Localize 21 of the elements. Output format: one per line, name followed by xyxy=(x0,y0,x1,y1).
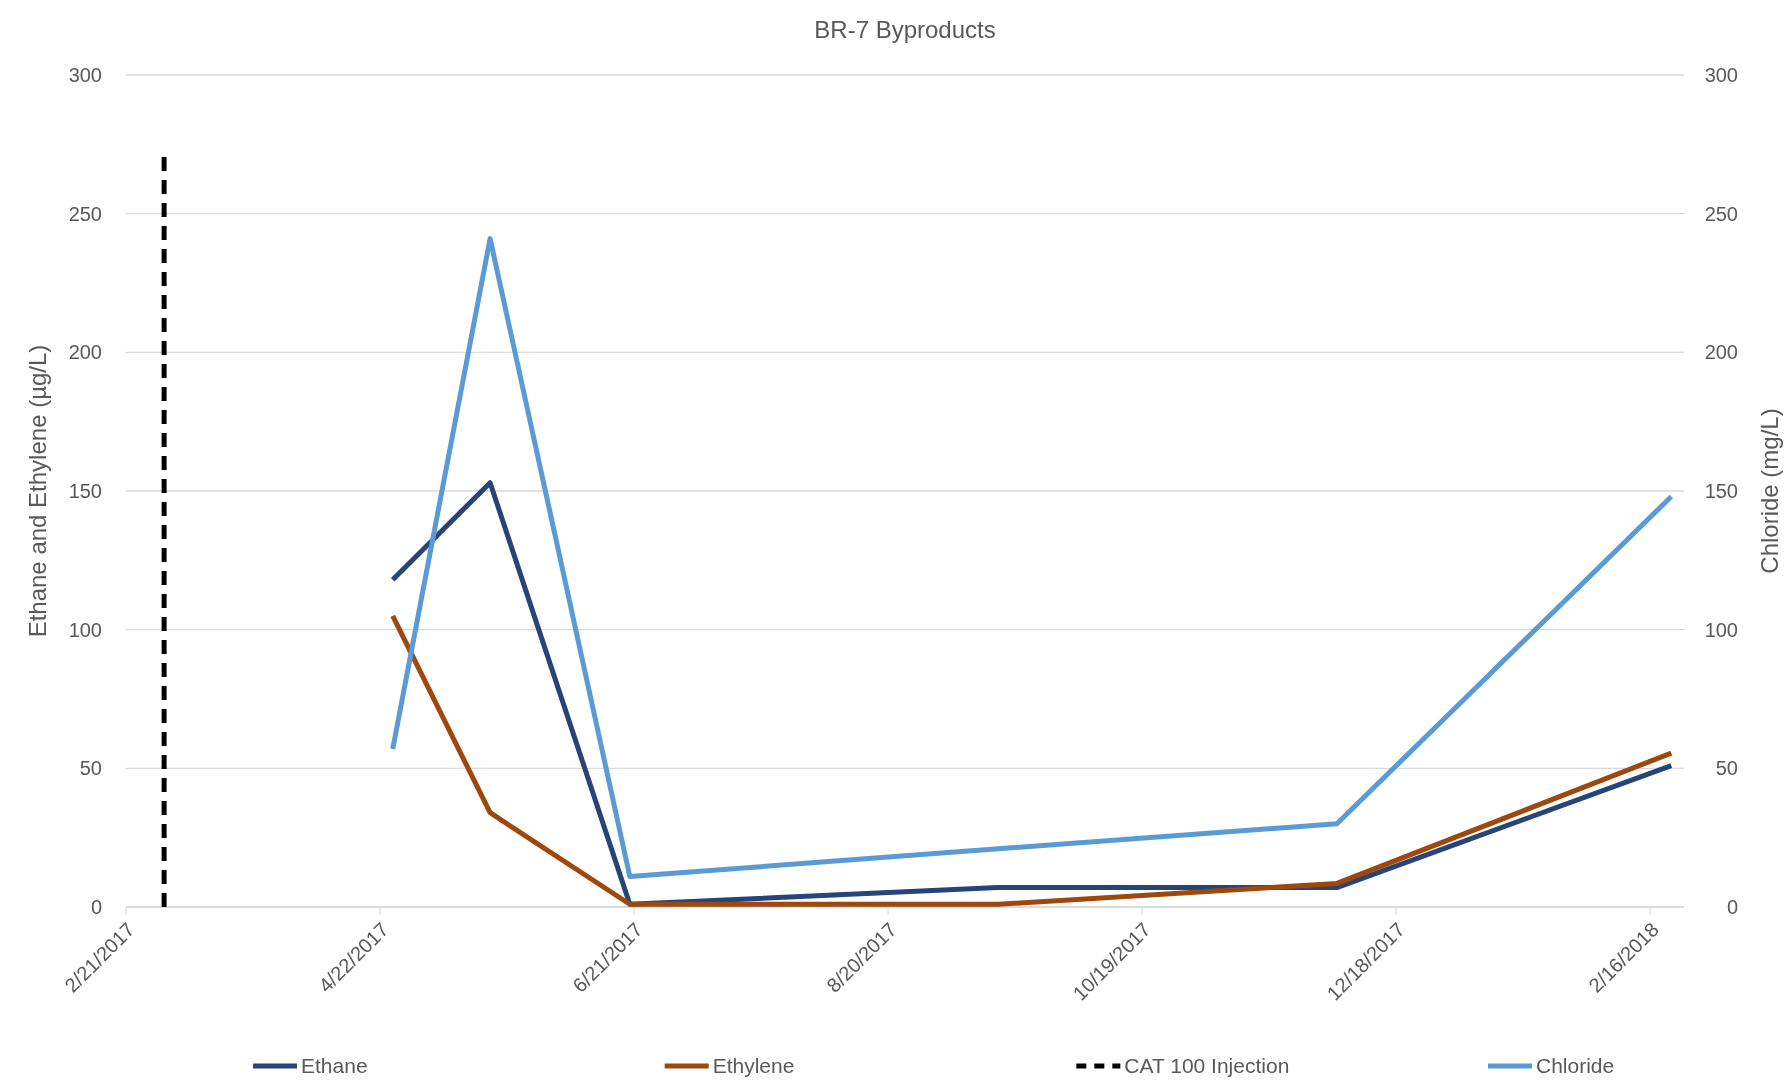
y2-axis-title: Chloride (mg/L) xyxy=(1756,408,1783,574)
chart-title: BR-7 Byproducts xyxy=(814,16,996,43)
y2-tick-label: 200 xyxy=(1704,341,1738,364)
legend-label: Ethylene xyxy=(712,1054,795,1078)
legend-label: CAT 100 Injection xyxy=(1124,1054,1290,1078)
legend-label: Chloride xyxy=(1536,1054,1615,1078)
y-tick-label: 150 xyxy=(68,480,102,502)
y-tick-label: 100 xyxy=(68,618,102,641)
y2-tick-label: 250 xyxy=(1704,202,1738,225)
y2-tick-label: 100 xyxy=(1704,618,1738,641)
y-tick-label: 200 xyxy=(68,341,102,364)
y2-tick-label: 150 xyxy=(1704,480,1738,502)
y2-tick-label: 300 xyxy=(1704,64,1738,86)
y-tick-label: 250 xyxy=(68,202,102,225)
y-tick-label: 300 xyxy=(68,64,102,86)
y-tick-label: 0 xyxy=(90,896,102,918)
y2-tick-label: 50 xyxy=(1715,757,1738,780)
legend-label: Ethane xyxy=(301,1054,368,1078)
y2-tick-label: 0 xyxy=(1726,896,1738,918)
y-axis-title: Ethane and Ethylene (µg/L) xyxy=(24,344,51,638)
y-tick-label: 50 xyxy=(79,757,102,780)
